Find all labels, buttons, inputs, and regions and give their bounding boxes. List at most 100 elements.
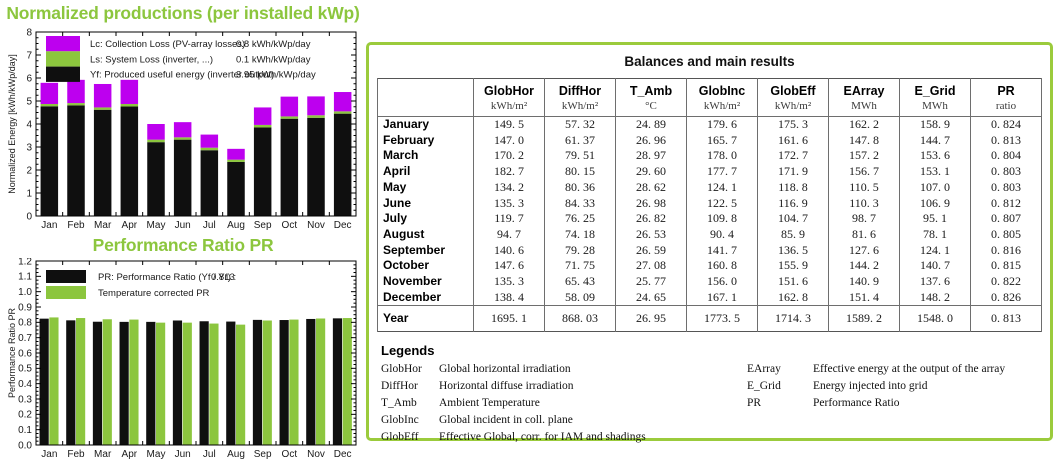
cell-t_amb: 26. 59	[615, 242, 687, 259]
cell-pr: 0. 805	[970, 226, 1042, 243]
legend-description: Global horizontal irradiation	[439, 363, 571, 376]
year-cell-t_amb: 26. 95	[615, 305, 687, 332]
x-tick-label: Jan	[41, 449, 57, 460]
month-label: April	[377, 164, 474, 180]
legend-description: Effective energy at the output of the ar…	[813, 363, 1006, 376]
cell-e_grid: 137. 6	[899, 274, 971, 290]
balances-table: GlobHor DiffHor T_Amb GlobInc GlobEff EArray E…	[377, 78, 1042, 333]
bar	[49, 317, 59, 445]
x-tick-label: Sep	[254, 449, 272, 460]
bar	[209, 323, 219, 445]
bar-segment	[200, 147, 219, 151]
normalized-production-chart: Jan Feb Mar Apr May Jun Jul Aug Sep Oct Nov Dec 0 1 2 3…	[7, 28, 357, 231]
cell-globhor: 182. 7	[473, 164, 545, 180]
x-tick-label: Jun	[175, 449, 191, 460]
month-label: June	[377, 195, 474, 212]
x-tick-label: Jul	[203, 220, 216, 231]
cell-globinc: 160. 8	[686, 258, 758, 275]
y-tick-label: 0.1	[18, 425, 32, 436]
y-tick-label: 0	[26, 211, 32, 222]
legend-description: Ambient Temperature	[439, 397, 540, 410]
bar	[236, 324, 246, 445]
bar-segment	[67, 103, 85, 106]
cell-globeff: 161. 6	[757, 132, 829, 149]
legend-description: Performance Ratio	[813, 397, 900, 410]
y-tick-label: 7	[26, 50, 32, 61]
bar-segment	[120, 106, 139, 216]
legend-entry-e_grid: E_Grid Energy injected into grid	[747, 378, 1050, 395]
month-label: August	[377, 226, 474, 243]
x-tick-label: Jul	[203, 449, 216, 460]
month-label: October	[377, 258, 474, 275]
cell-t_amb: 28. 62	[615, 179, 687, 196]
bar-segment	[253, 124, 272, 128]
cell-earray: 110. 3	[828, 195, 900, 212]
table-row-december: December 138. 4 58. 09 24. 65 167. 1 162. 8 15…	[377, 289, 1042, 306]
cell-diffhor: 74. 18	[544, 226, 616, 243]
cell-earray: 110. 5	[828, 179, 900, 196]
col-unit-globeff: kWh/m²	[757, 100, 829, 117]
month-label: January	[377, 116, 474, 133]
cell-pr: 0. 803	[970, 164, 1042, 180]
legend-value: 0.1 kWh/kWp/day	[236, 54, 311, 65]
bar-segment	[93, 83, 112, 108]
cell-globhor: 170. 2	[473, 148, 545, 165]
cell-diffhor: 79. 28	[544, 242, 616, 259]
legend-swatch	[46, 270, 86, 283]
y-tick-label: 0.5	[18, 364, 32, 375]
bar	[66, 320, 76, 445]
col-unit-earray: MWh	[828, 100, 900, 117]
bar-segment	[253, 127, 272, 216]
bar-segment	[280, 118, 299, 216]
legend-term: GlobEff	[381, 430, 419, 443]
month-label: November	[377, 274, 474, 290]
legend-entry-t_amb: T_Amb Ambient Temperature	[381, 395, 747, 412]
x-tick-label: Oct	[282, 449, 298, 460]
cell-globinc: 179. 6	[686, 116, 758, 133]
performance-ratio-chart-title: Performance Ratio PR	[92, 235, 274, 255]
y-tick-label: 0.3	[18, 394, 32, 405]
x-tick-label: Nov	[307, 220, 325, 231]
col-unit-globinc: kWh/m²	[686, 100, 758, 117]
cell-globinc: 167. 1	[686, 289, 758, 306]
cell-pr: 0. 815	[970, 258, 1042, 275]
legend-label: Ls: System Loss (inverter, ...)	[90, 54, 213, 65]
table-row-february: February 147. 0 61. 37 26. 96 165. 7 161. 6 14…	[377, 132, 1042, 149]
bar-segment	[40, 106, 59, 216]
col-unit-globhor: kWh/m²	[473, 100, 545, 117]
cell-diffhor: 80. 15	[544, 164, 616, 180]
bar-segment	[120, 103, 139, 107]
legends-right-column: EArray Effective energy at the output of …	[747, 361, 1050, 445]
cell-globeff: 116. 9	[757, 195, 829, 212]
cell-diffhor: 61. 37	[544, 132, 616, 149]
cell-e_grid: 140. 7	[899, 258, 971, 275]
legend-swatch	[46, 51, 80, 67]
cell-earray: 162. 2	[828, 116, 900, 133]
cell-globinc: 122. 5	[686, 195, 758, 212]
y-tick-label: 1	[26, 188, 32, 199]
bar	[279, 320, 289, 445]
legend-term: GlobInc	[381, 413, 419, 426]
cell-pr: 0. 804	[970, 148, 1042, 165]
bar-segment	[307, 96, 325, 116]
cell-pr: 0. 816	[970, 242, 1042, 259]
cell-globinc: 156. 0	[686, 274, 758, 290]
x-tick-label: May	[147, 220, 166, 231]
bar	[342, 318, 352, 445]
cell-e_grid: 124. 1	[899, 242, 971, 259]
bar-segment	[227, 148, 245, 160]
bar-segment	[333, 113, 352, 216]
x-tick-label: Aug	[227, 220, 245, 231]
legend-entry-globinc: GlobInc Global incident in coll. plane	[381, 412, 747, 429]
col-header-globinc: GlobInc	[686, 78, 758, 100]
table-row-november: November 135. 3 65. 43 25. 77 156. 0 151. 6 14…	[377, 274, 1042, 290]
legend-label: Temperature corrected PR	[98, 288, 210, 299]
cell-globinc: 177. 7	[686, 164, 758, 180]
legend-term: EArray	[747, 363, 781, 376]
bar	[39, 318, 49, 445]
x-tick-label: Apr	[122, 220, 138, 231]
bar-segment	[147, 124, 165, 140]
x-tick-label: Dec	[334, 220, 352, 231]
x-tick-label: Mar	[94, 449, 112, 460]
